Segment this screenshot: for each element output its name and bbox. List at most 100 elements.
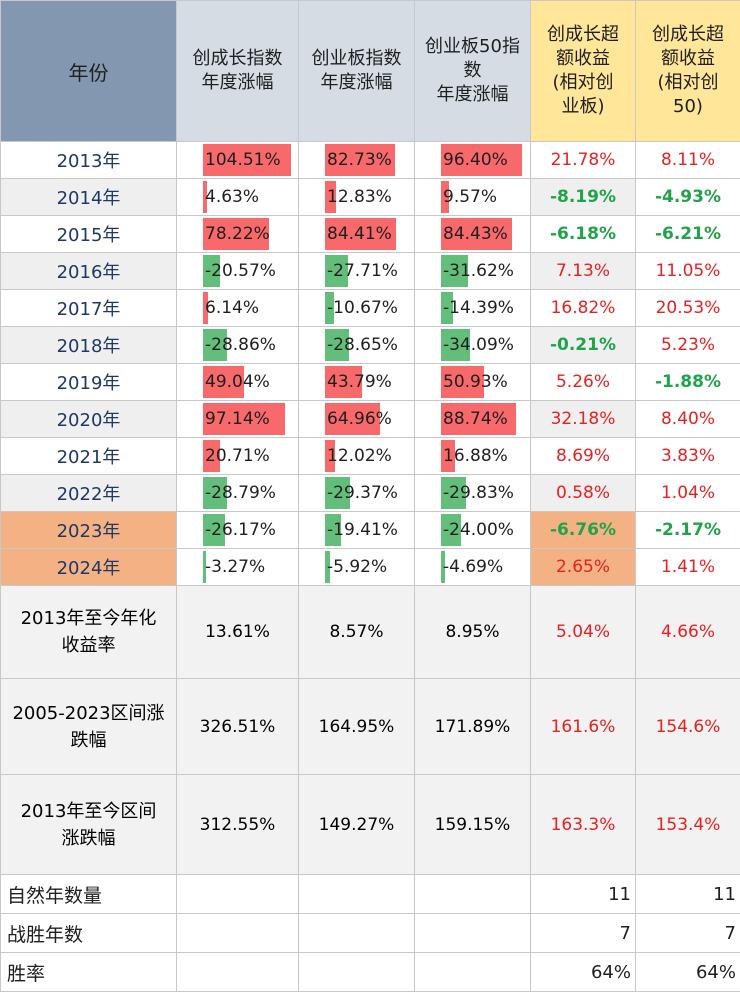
- return-value: 4.63%: [205, 187, 260, 207]
- return-value: -27.71%: [327, 261, 398, 281]
- return-value: -14.39%: [443, 298, 514, 318]
- header-year: 年份: [0, 0, 177, 142]
- summary-excess-value: 4.66%: [635, 585, 740, 679]
- excess-return-cell: -2.17%: [635, 511, 740, 549]
- index-return-cell: 82.73%: [298, 141, 415, 179]
- excess-return-cell: -6.76%: [530, 511, 636, 549]
- summary-row: 2013年至今年化 收益率 13.61% 8.57% 8.95% 5.04% 4.66%: [0, 585, 740, 679]
- header-row: 年份 创成长指数 年度涨幅 创业板指数 年度涨幅 创业板50指数年度涨幅 创成长超额…: [0, 0, 740, 142]
- return-value: 12.02%: [327, 446, 392, 466]
- data-bar-positive: [441, 218, 512, 250]
- summary-value: 164.95%: [298, 678, 415, 775]
- table-row: 2013年 104.51% 82.73% 96.40% 21.78% 8.11%: [0, 141, 740, 179]
- summary-label: 2013年至今区间 涨跌幅: [0, 774, 177, 875]
- excess-return-cell: 1.04%: [635, 474, 740, 512]
- return-value: -24.00%: [443, 520, 514, 540]
- header-col3: 创业板50指数年度涨幅: [414, 0, 531, 142]
- year-cell: 2019年: [0, 363, 177, 401]
- return-value: 12.83%: [327, 187, 392, 207]
- summary-value: 326.51%: [176, 678, 299, 775]
- return-value: -5.92%: [327, 557, 388, 577]
- index-return-cell: -31.62%: [414, 252, 531, 290]
- footer-value: 64%: [635, 952, 740, 992]
- data-bar-positive: [203, 366, 244, 398]
- excess-return-cell: 1.41%: [635, 548, 740, 586]
- data-bar-negative: [203, 477, 227, 509]
- index-return-cell: -10.67%: [298, 289, 415, 327]
- data-bar-positive: [203, 292, 208, 324]
- return-value: 84.43%: [443, 224, 508, 244]
- empty-cell: [414, 913, 531, 953]
- excess-return-cell: 3.83%: [635, 437, 740, 475]
- index-return-cell: -24.00%: [414, 511, 531, 549]
- data-bar-positive: [325, 218, 396, 250]
- index-return-cell: 84.41%: [298, 215, 415, 253]
- data-bar-positive: [325, 181, 336, 213]
- data-bar-negative: [325, 292, 334, 324]
- year-cell: 2017年: [0, 289, 177, 327]
- index-return-cell: 88.74%: [414, 400, 531, 438]
- data-bar-negative: [325, 551, 330, 583]
- summary-excess-value: 163.3%: [530, 774, 636, 875]
- index-return-cell: -19.41%: [298, 511, 415, 549]
- header-col4: 创成长超 额收益 (相对创 业板): [530, 0, 636, 142]
- data-bar-negative: [203, 514, 225, 546]
- summary-value: 13.61%: [176, 585, 299, 679]
- table-row: 2017年 6.14% -10.67% -14.39% 16.82% 20.53%: [0, 289, 740, 327]
- table-row: 2014年 4.63% 12.83% 9.57% -8.19% -4.93%: [0, 178, 740, 216]
- summary-value: 8.57%: [298, 585, 415, 679]
- summary-label: 2013年至今年化 收益率: [0, 585, 177, 679]
- return-value: 96.40%: [443, 150, 508, 170]
- index-return-cell: -3.27%: [176, 548, 299, 586]
- summary-label: 2005-2023区间涨 跌幅: [0, 678, 177, 775]
- return-value: 6.14%: [205, 298, 260, 318]
- footer-label: 自然年数量: [0, 874, 177, 914]
- data-bar-positive: [203, 218, 269, 250]
- index-return-cell: 78.22%: [176, 215, 299, 253]
- index-return-cell: 104.51%: [176, 141, 299, 179]
- empty-cell: [176, 874, 299, 914]
- empty-cell: [298, 913, 415, 953]
- return-value: -29.83%: [443, 483, 514, 503]
- year-cell: 2022年: [0, 474, 177, 512]
- summary-value: 159.15%: [414, 774, 531, 875]
- summary-excess-value: 161.6%: [530, 678, 636, 775]
- footer-value: 11: [635, 874, 740, 914]
- data-bar-positive: [441, 366, 484, 398]
- table-row: 2022年 -28.79% -29.37% -29.83% 0.58% 1.04%: [0, 474, 740, 512]
- return-value: 9.57%: [443, 187, 498, 207]
- footer-row: 胜率 64% 64%: [0, 952, 740, 992]
- summary-row: 2013年至今区间 涨跌幅 312.55% 149.27% 159.15% 163.3% 1…: [0, 774, 740, 875]
- index-return-cell: -4.69%: [414, 548, 531, 586]
- index-return-cell: 16.88%: [414, 437, 531, 475]
- data-bar-negative: [441, 292, 453, 324]
- table-row: 2020年 97.14% 64.96% 88.74% 32.18% 8.40%: [0, 400, 740, 438]
- return-value: -29.37%: [327, 483, 398, 503]
- empty-cell: [414, 952, 531, 992]
- empty-cell: [176, 913, 299, 953]
- index-return-cell: -28.65%: [298, 326, 415, 364]
- return-value: 43.79%: [327, 372, 392, 392]
- summary-excess-value: 154.6%: [635, 678, 740, 775]
- index-return-cell: 43.79%: [298, 363, 415, 401]
- excess-return-cell: 11.05%: [635, 252, 740, 290]
- data-bar-positive: [325, 440, 335, 472]
- index-return-cell: 49.04%: [176, 363, 299, 401]
- return-value: 84.41%: [327, 224, 392, 244]
- return-value: -26.17%: [205, 520, 276, 540]
- data-bar-negative: [325, 329, 349, 361]
- return-value: -28.79%: [205, 483, 276, 503]
- data-bar-negative: [441, 329, 470, 361]
- footer-label: 战胜年数: [0, 913, 177, 953]
- year-cell: 2015年: [0, 215, 177, 253]
- year-cell: 2016年: [0, 252, 177, 290]
- year-cell: 2014年: [0, 178, 177, 216]
- summary-row: 2005-2023区间涨 跌幅 326.51% 164.95% 171.89% 161.6…: [0, 678, 740, 775]
- index-return-cell: 64.96%: [298, 400, 415, 438]
- data-bar-positive: [203, 440, 220, 472]
- index-return-cell: 9.57%: [414, 178, 531, 216]
- table-row: 2015年 78.22% 84.41% 84.43% -6.18% -6.21%: [0, 215, 740, 253]
- excess-return-cell: 5.23%: [635, 326, 740, 364]
- data-bar-positive: [441, 440, 455, 472]
